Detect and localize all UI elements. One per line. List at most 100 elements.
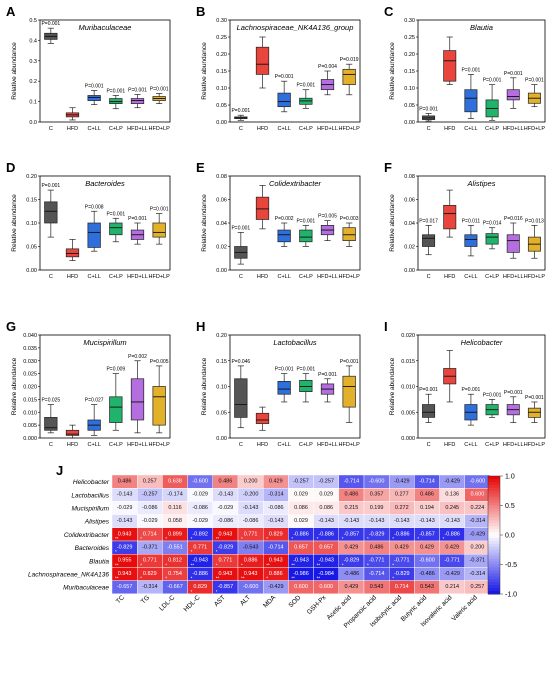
heatmap-cell-value: -0.714 [268, 545, 284, 551]
heatmap-cell-value: -0.143 [117, 492, 133, 498]
heatmap-cell-value: -0.314 [470, 571, 486, 577]
heatmap-cell-stars: * [241, 562, 243, 567]
heatmap-cell-stars: * [342, 562, 344, 567]
colorbar-tick-label: 0.5 [505, 503, 515, 510]
colorbar-segment [488, 517, 500, 521]
panel-c-ytick-label: 0.15 [404, 69, 415, 75]
heatmap-col-label: LDL-C [158, 594, 176, 612]
panel-c-xtick-label: HFD+LP [524, 126, 546, 132]
heatmap-cell-value: 0.200 [471, 545, 485, 551]
panel-e-pvalue: P=0.001 [296, 218, 315, 224]
panel-c-box-hfd [443, 50, 457, 82]
heatmap-cell-value: 0.829 [269, 531, 283, 537]
heatmap-cell-value: -0.892 [192, 531, 208, 537]
heatmap-cell-value: 0.943 [219, 571, 233, 577]
heatmap-cell-value: -0.486 [344, 571, 360, 577]
colorbar-segment [488, 508, 500, 512]
panel-b-xtick-label: C [239, 126, 243, 132]
panel-h-box-c-lp [299, 379, 313, 393]
panel-a-pvalue: P=0.001 [85, 83, 104, 89]
colorbar-segment [488, 546, 500, 551]
panel-e-pvalue: P=0.003 [340, 216, 359, 222]
heatmap-cell-value: 0.429 [345, 545, 359, 551]
heatmap-col-label: TG [140, 594, 151, 605]
panel-a-ytick-label: 0.1 [29, 100, 37, 106]
colorbar-segment [488, 493, 500, 498]
panel-b-ytick-label: 0.00 [216, 120, 227, 126]
panel-g-xtick-label: C+LP [109, 442, 123, 448]
colorbar-segment [488, 579, 500, 583]
panel-a-pvalue: P=0.001 [106, 88, 125, 94]
panel-g-xtick-label: HFD+LP [149, 442, 171, 448]
panel-d-ytick-label: 0.15 [26, 198, 37, 204]
heatmap-cell-value: 0.429 [420, 545, 434, 551]
panel-d-xtick-label: C+LL [88, 274, 101, 280]
panel-a-letter: A [6, 4, 16, 19]
heatmap-cell-stars: * [191, 549, 193, 554]
panel-h-pvalue: P=0.001 [275, 367, 294, 373]
heatmap-cell-value: -0.429 [470, 531, 486, 537]
panel-f-xtick-label: C+LP [485, 274, 499, 280]
panel-c-xtick-label: HFD [444, 126, 455, 132]
panel-a-box-hfd-ll [130, 98, 145, 104]
heatmap-cell-value: 0.714 [395, 584, 409, 590]
heatmap-cell-value: -0.257 [318, 479, 334, 485]
heatmap-cell-value: -0.143 [344, 518, 360, 524]
heatmap-cell-value: -0.984 [318, 571, 334, 577]
panel-f-pvalue: P=0.013 [525, 218, 544, 224]
panel-e-box-c-ll [277, 229, 291, 243]
heatmap-cell-value: -0.314 [470, 518, 486, 524]
heatmap-cell-value: 0.600 [471, 492, 485, 498]
heatmap-cell-stars: * [191, 576, 193, 581]
colorbar-segment [488, 529, 500, 533]
panel-f-ytick-label: 0.04 [404, 221, 415, 227]
panel-b-xtick-label: C+LP [299, 126, 313, 132]
colorbar-segment [488, 540, 500, 545]
panel-h-frame [229, 334, 361, 439]
panel-h-xtick-label: HFD [257, 442, 268, 448]
panel-b-ytick-label: 0.25 [216, 35, 227, 41]
heatmap-cell-value: -0.771 [444, 558, 460, 564]
panel-a-ytick-label: 0.4 [29, 38, 37, 44]
panel-d-pvalue: P=0.001 [150, 207, 169, 213]
panel-i-ytick-label: 0.000 [401, 436, 415, 442]
panel-i-xtick-label: C [427, 442, 431, 448]
colorbar-segment [488, 537, 500, 542]
heatmap-cell-value: -0.600 [369, 479, 385, 485]
colorbar-segment [488, 561, 500, 565]
colorbar-tick-label: -0.5 [505, 562, 517, 569]
heatmap-cell-stars: * [392, 576, 394, 581]
panel-f-ytick-label: 0.08 [404, 174, 415, 180]
panel-i-title: Helicobacter [461, 338, 503, 347]
heatmap-cell-value: -0.543 [243, 545, 259, 551]
heatmap-cell-value: 0.029 [294, 492, 308, 498]
panel-c-pvalue: P=0.001 [504, 71, 523, 77]
heatmap-cell-value: -0.714 [369, 571, 385, 577]
heatmap-cell-stars: * [165, 576, 167, 581]
panel-f-ytick-label: 0.02 [404, 245, 415, 251]
heatmap-cell-value: -0.086 [268, 505, 284, 511]
panel-a-xtick-label: C [49, 126, 53, 132]
heatmap-cell-stars: * [392, 536, 394, 541]
heatmap-cell-value: 0.224 [471, 505, 485, 511]
panel-g-ytick-label: 0.040 [23, 333, 37, 339]
panel-b-title: Lachnospiraceae_NK4A136_group [237, 23, 354, 32]
panel-a-xtick-label: HFD+LP [149, 126, 171, 132]
panel-i-pvalue: P=0.001 [504, 390, 523, 396]
heatmap-cell-stars: * [392, 562, 394, 567]
panel-h-pvalue: P=0.001 [318, 372, 337, 378]
panel-h-box-c-ll [277, 381, 291, 395]
panel-g-ytick-label: 0.025 [23, 372, 37, 378]
heatmap-cell-value: -0.429 [444, 479, 460, 485]
panel-g-ytick-label: 0.000 [23, 436, 37, 442]
heatmap-cell-stars: * [115, 549, 117, 554]
panel-f-box-hfd [443, 205, 457, 230]
panel-g-pvalue: P=0.009 [106, 367, 125, 373]
heatmap-cell-value: -0.257 [293, 479, 309, 485]
heatmap-cell-stars: * [266, 576, 268, 581]
heatmap-cell-stars: * [317, 536, 319, 541]
heatmap-cell-stars: * [140, 562, 142, 567]
heatmap-cell-value: 0.200 [244, 479, 258, 485]
heatmap-cell-stars: ** [191, 562, 195, 567]
